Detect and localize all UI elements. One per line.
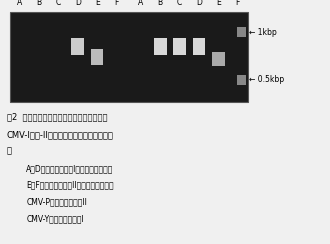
Text: A～D：サブグループI特異的プライマー: A～D：サブグループI特異的プライマー <box>26 164 114 173</box>
Bar <box>72 38 84 55</box>
Text: F: F <box>114 0 119 7</box>
Bar <box>154 38 167 55</box>
Text: ← 1kbp: ← 1kbp <box>249 28 277 37</box>
Bar <box>193 38 205 55</box>
Text: CMV-Y：サブグループI: CMV-Y：サブグループI <box>26 214 84 223</box>
Bar <box>238 75 246 85</box>
Text: E，F：サブグループII特異的プライマー: E，F：サブグループII特異的プライマー <box>26 181 114 190</box>
Text: E: E <box>95 0 100 7</box>
Text: ← 0.5kbp: ← 0.5kbp <box>249 75 284 84</box>
Text: CMV-P：サブグループII: CMV-P：サブグループII <box>26 197 87 206</box>
Text: D: D <box>75 0 81 7</box>
Text: D: D <box>196 0 202 7</box>
Text: A: A <box>17 0 22 7</box>
Text: 囲2  サブグループ特異的プライマーによる: 囲2 サブグループ特異的プライマーによる <box>7 112 107 121</box>
Text: 幅: 幅 <box>7 146 12 155</box>
Bar <box>173 38 186 55</box>
Text: CMV-I及び-II外被タンパク質遣伝子　の増: CMV-I及び-II外被タンパク質遣伝子 の増 <box>7 130 114 139</box>
Bar <box>212 52 225 66</box>
Bar <box>10 12 248 102</box>
Bar <box>238 27 246 37</box>
Text: C: C <box>177 0 182 7</box>
Text: B: B <box>36 0 42 7</box>
Text: B: B <box>158 0 163 7</box>
Text: C: C <box>56 0 61 7</box>
Text: F: F <box>236 0 240 7</box>
Bar <box>91 49 103 65</box>
Text: A: A <box>138 0 144 7</box>
Text: E: E <box>216 0 221 7</box>
